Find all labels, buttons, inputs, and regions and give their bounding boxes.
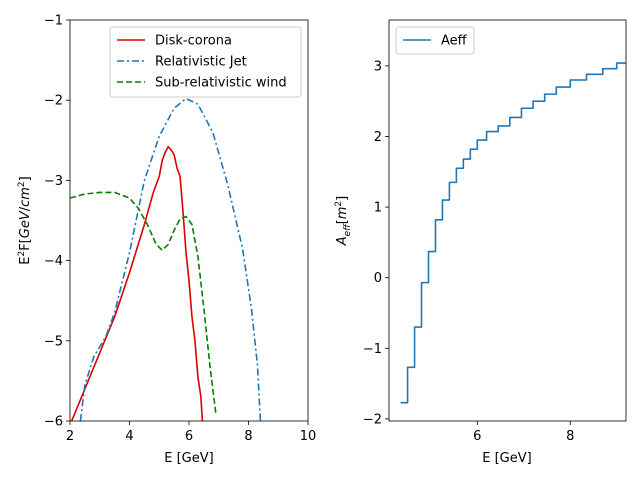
left-plot-panel: 2 4 6 8 10 −6 −5 −4 −3 −2 −1 E [GeV] E2F[GeV/cm2]…: [17, 14, 316, 467]
right-y-tick-label: −2: [363, 412, 382, 427]
right-plot-series-group: [400, 62, 626, 404]
right-y-tick-label: −1: [363, 342, 382, 357]
left-y-tick-label: −6: [44, 415, 63, 430]
left-y-tick-label: −2: [44, 94, 63, 109]
right-plot-y-axis-label: Aeff[m2]: [334, 196, 353, 247]
left-plot-y-axis-label: E2F[GeV/cm2]: [17, 176, 33, 265]
left-y-tick-label: −1: [44, 14, 63, 29]
left-plot-x-axis-label: E [GeV]: [164, 451, 213, 466]
right-plot-legend-box: [395, 26, 475, 55]
left-y-tick-label: −5: [44, 334, 63, 349]
left-y-tick-label: −4: [44, 254, 63, 269]
left-plot-legend: Disk-corona Relativistic Jet Sub-relativis…: [109, 26, 302, 98]
right-plot-frame: [388, 19, 627, 422]
right-y-tick-label: 2: [374, 130, 382, 145]
right-y-tick-label: 3: [374, 59, 382, 74]
left-x-tick-label: 10: [300, 429, 317, 444]
left-series-line-disk-corona: [70, 145, 204, 421]
right-x-tick-label: 8: [566, 429, 574, 444]
left-x-tick-label: 6: [185, 429, 193, 444]
right-series-line-aeff: [400, 62, 626, 404]
left-plot-x-ticks: 2 4 6 8 10: [66, 421, 316, 444]
left-series-line-relativistic-jet: [79, 97, 262, 421]
left-legend-label: Disk-corona: [155, 34, 232, 49]
right-plot-legend: Aeff: [395, 26, 475, 55]
right-y-tick-label: 0: [374, 271, 382, 286]
left-series-line-sub-relativistic-wind: [70, 191, 217, 414]
left-x-tick-label: 4: [125, 429, 133, 444]
left-legend-label: Sub-relativistic wind: [155, 76, 287, 91]
left-plot-legend-box: [109, 26, 302, 98]
left-plot-y-ticks: −6 −5 −4 −3 −2 −1: [44, 14, 70, 430]
right-y-tick-label: 1: [374, 201, 382, 216]
right-legend-label: Aeff: [441, 34, 468, 49]
right-plot-y-ticks: −2 −1 0 1 2 3: [363, 59, 389, 427]
left-x-tick-label: 2: [66, 429, 74, 444]
left-legend-label: Relativistic Jet: [155, 55, 247, 70]
left-y-tick-label: −3: [44, 174, 63, 189]
right-x-tick-label: 6: [473, 429, 481, 444]
right-plot-x-axis-label: E [GeV]: [482, 451, 531, 466]
left-x-tick-label: 8: [244, 429, 252, 444]
left-plot-series-group: [70, 97, 262, 421]
